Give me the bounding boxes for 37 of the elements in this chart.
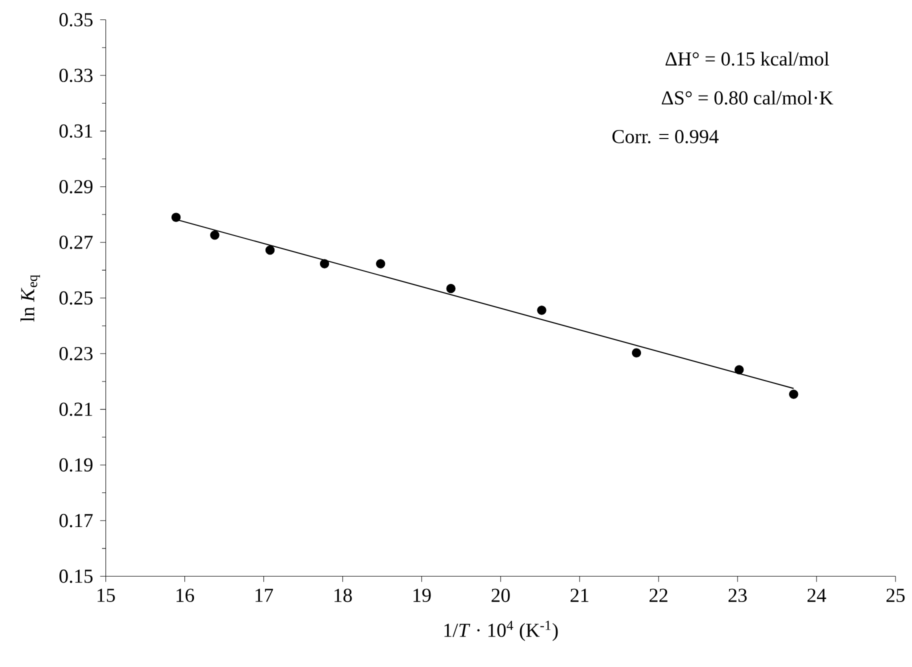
point [632, 348, 642, 358]
point [320, 259, 330, 268]
annotation: Corr. = 0.994 [612, 130, 719, 144]
point [734, 365, 744, 374]
point [446, 284, 456, 294]
x-tick-label: 23 [728, 588, 747, 602]
x-tick-label: 24 [808, 588, 826, 602]
y-tick-label: 0.33 [59, 68, 93, 82]
point [171, 212, 181, 222]
x-tick-label: 17 [256, 588, 274, 602]
point [376, 259, 386, 268]
annotation: ΔH° = 0.15 kcal/mol [666, 52, 830, 66]
y-tick-label: 0.19 [59, 458, 92, 472]
y-tick-label: 0.31 [59, 124, 92, 138]
x-tick-label: 20 [492, 588, 510, 602]
y-tick-label: 0.17 [59, 514, 93, 528]
annotation: ΔS° = 0.80 cal/mol·K [662, 90, 834, 105]
x-tick-label: 16 [176, 588, 194, 602]
y-tick-label: 0.23 [59, 346, 93, 360]
x-tick-label: 21 [570, 588, 588, 602]
y-tick-label: 0.15 [59, 569, 93, 583]
x-tick-label: 19 [414, 588, 431, 602]
point [210, 230, 220, 240]
y-tick-label: 0.29 [59, 180, 92, 194]
y-tick-label: 0.27 [59, 236, 93, 249]
y-axis-title: ln K$_{eq}$ [20, 274, 40, 322]
y-tick-label: 0.21 [59, 402, 92, 416]
x-tick-label: 25 [886, 588, 905, 602]
point [265, 245, 275, 255]
point [537, 306, 546, 315]
point [789, 390, 798, 399]
x-tick-label: 22 [650, 588, 668, 602]
y-tick-label: 0.25 [59, 291, 93, 305]
x-tick-label: 15 [98, 588, 115, 602]
x-axis-title: 1/T · 10$^{4}$ (K$^{-1}$) [444, 620, 558, 641]
y-tick-label: 0.35 [59, 12, 93, 26]
x-tick-label: 18 [334, 588, 352, 602]
